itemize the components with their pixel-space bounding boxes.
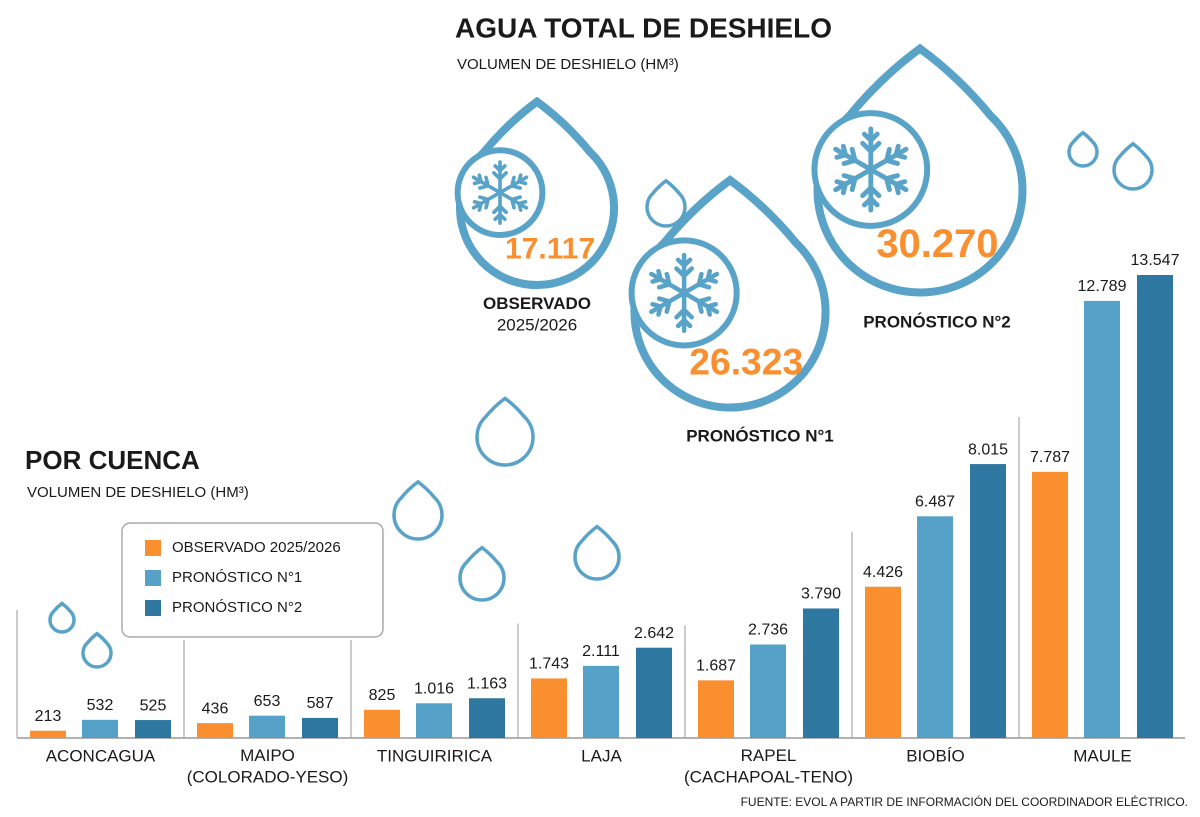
value-label: 6.487 — [915, 494, 955, 511]
x-tick-label: RAPEL (CACHAPOAL-TENO) — [684, 746, 853, 786]
bar — [970, 464, 1006, 738]
bar-subtitle: VOLUMEN DE DESHIELO (HM³) — [27, 484, 249, 501]
bar-title: POR CUENCA — [25, 445, 200, 475]
bar — [917, 516, 953, 738]
value-label: 213 — [35, 708, 62, 725]
decor-drop — [48, 601, 76, 634]
bar — [30, 730, 66, 738]
legend-label: PRONÓSTICO N°1 — [172, 569, 302, 586]
value-label: 3.790 — [801, 586, 841, 603]
bar — [865, 586, 901, 738]
value-label: 532 — [87, 697, 114, 714]
bar — [636, 647, 672, 738]
value-label: 1.016 — [414, 680, 454, 697]
decor-drop — [392, 479, 444, 541]
value-label: 1.687 — [696, 658, 736, 675]
decor-drop — [1067, 130, 1099, 168]
main-title: AGUA TOTAL DE DESHIELO — [455, 12, 832, 43]
bar — [364, 709, 400, 738]
value-label: 2.736 — [748, 622, 788, 639]
snowflake-icon — [649, 252, 720, 334]
x-tick-label: TINGUIRIRICA — [377, 746, 493, 765]
value-label: 587 — [307, 695, 334, 712]
x-tick-label: LAJA — [581, 746, 622, 765]
x-tick-label: ACONCAGUA — [46, 746, 156, 765]
decor-drop — [573, 524, 621, 581]
bar — [750, 644, 786, 738]
legend-label: PRONÓSTICO N°2 — [172, 599, 302, 616]
value-label: 8.015 — [968, 441, 1008, 458]
bar — [803, 608, 839, 738]
bar — [469, 698, 505, 738]
x-tick-label: MAIPO (COLORADO-YESO) — [187, 746, 349, 786]
drop-label: PRONÓSTICO N°2 — [863, 312, 1011, 331]
value-label: 12.789 — [1078, 278, 1127, 295]
legend-label: OBSERVADO 2025/2026 — [172, 539, 341, 556]
decor-drop — [458, 545, 506, 602]
drop-label: PRONÓSTICO N°1 — [686, 426, 834, 445]
bar — [82, 719, 118, 738]
value-label: 13.547 — [1131, 252, 1180, 269]
bar — [416, 703, 452, 738]
legend-box — [121, 522, 384, 638]
value-label: 825 — [369, 687, 396, 704]
value-label: 1.163 — [467, 675, 507, 692]
bar — [197, 723, 233, 738]
total-value: 17.117 — [505, 232, 595, 265]
bar — [1137, 275, 1173, 738]
value-label: 436 — [202, 700, 229, 717]
snowflake-icon — [833, 126, 909, 213]
main-subtitle: VOLUMEN DE DESHIELO (HM³) — [457, 56, 679, 73]
legend-swatch — [145, 570, 161, 586]
value-label: 2.642 — [634, 625, 674, 642]
value-label: 2.111 — [582, 643, 620, 660]
drop-label: OBSERVADO 2025/2026 — [483, 294, 591, 334]
value-label: 525 — [140, 697, 167, 714]
x-tick-label: BIOBÍO — [906, 746, 965, 765]
value-label: 4.426 — [863, 564, 903, 581]
bar — [698, 680, 734, 738]
legend-swatch — [145, 600, 161, 616]
decor-drop — [475, 396, 535, 467]
source: FUENTE: EVOL A PARTIR DE INFORMACIÓN DEL… — [741, 794, 1188, 809]
decor-drop — [81, 631, 113, 669]
value-label: 1.743 — [529, 656, 569, 673]
bar — [531, 678, 567, 738]
bar — [583, 665, 619, 738]
decor-drop — [1112, 141, 1154, 191]
total-value: 30.270 — [876, 222, 998, 266]
legend-swatch — [145, 540, 161, 556]
snowflake-icon — [471, 160, 529, 225]
total-value: 26.323 — [689, 340, 803, 382]
value-label: 7.787 — [1030, 449, 1070, 466]
bar — [1032, 471, 1068, 738]
decor-drop — [645, 178, 687, 228]
bar — [135, 720, 171, 738]
x-tick-label: MAULE — [1073, 746, 1132, 765]
bar — [249, 715, 285, 738]
bar — [302, 717, 338, 738]
value-label: 653 — [254, 693, 281, 710]
bar — [1084, 300, 1120, 738]
